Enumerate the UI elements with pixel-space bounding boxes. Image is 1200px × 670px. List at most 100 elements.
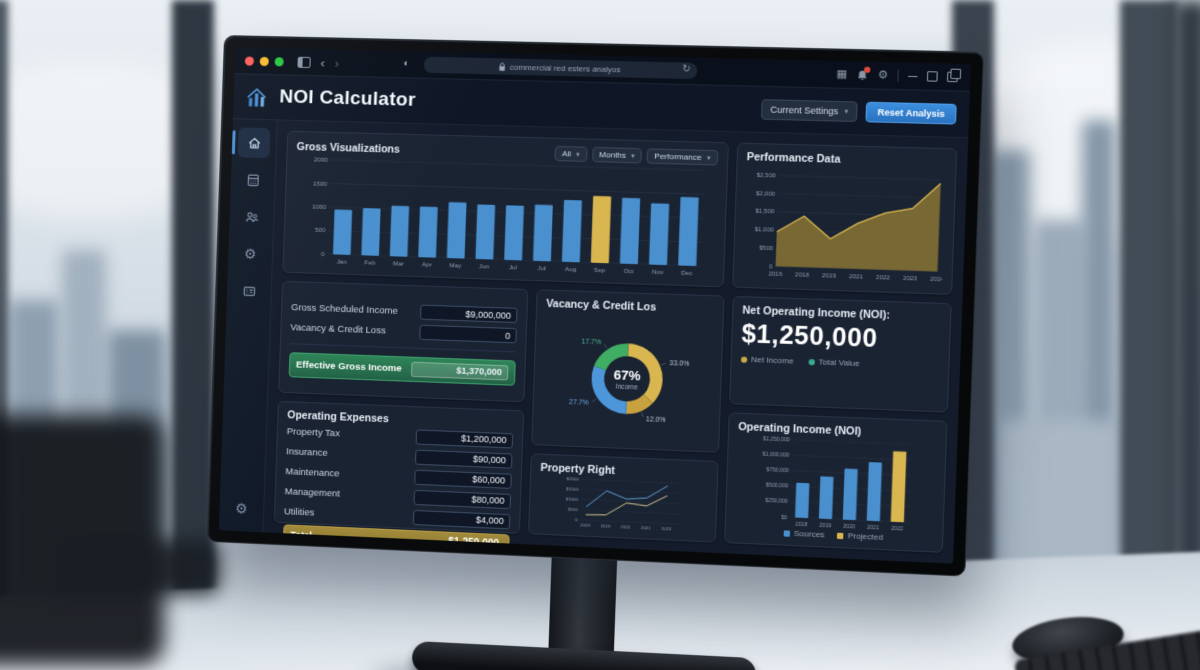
url-bar[interactable]: commercial red esters analyos ↻ — [423, 56, 698, 80]
svg-text:Aug: Aug — [565, 266, 577, 274]
svg-text:Dec: Dec — [681, 270, 693, 278]
insurance-input[interactable]: $90,000 — [414, 449, 513, 469]
field-label: Management — [284, 485, 341, 500]
svg-text:May: May — [449, 263, 462, 271]
svg-text:Jun: Jun — [479, 264, 490, 271]
settings-dropdown-button[interactable]: Current Settings ▾ — [760, 99, 859, 123]
svg-text:Nov: Nov — [652, 269, 665, 277]
svg-text:2021: 2021 — [621, 524, 632, 530]
gross-scheduled-income-input[interactable]: $9,000,000 — [419, 304, 518, 324]
extensions-grid-icon[interactable]: ▦ — [836, 67, 848, 81]
svg-text:2020: 2020 — [843, 524, 855, 531]
divider — [289, 342, 516, 352]
reset-analysis-button[interactable]: Reset Analysis — [865, 101, 957, 125]
field-label: Property Tax — [286, 425, 340, 439]
effective-gross-income-value: $1,370,000 — [410, 361, 509, 380]
forward-icon[interactable]: › — [334, 55, 340, 71]
svg-text:2023: 2023 — [661, 526, 672, 532]
vacancy-credit-loss-input[interactable]: 0 — [419, 324, 517, 344]
svg-text:$250,000: $250,000 — [765, 498, 788, 505]
lock-icon — [498, 62, 505, 71]
svg-text:Apr: Apr — [422, 262, 432, 269]
monthly-bar-chart: 0 500 1000 1500 2000 Jan Feb Mar Apr May Jun Jul Jul… — [312, 156, 718, 278]
svg-text:$1,500: $1,500 — [755, 209, 775, 216]
legend-label: Projected — [847, 531, 884, 542]
shield-icon[interactable]: ◐ — [403, 58, 410, 70]
field-label: Insurance — [285, 445, 328, 459]
expenses-total-row: Total $1,250,000 — [282, 524, 510, 556]
reload-icon[interactable]: ↻ — [682, 63, 692, 75]
legend-label: Net Income — [750, 354, 794, 366]
field-label: Maintenance — [285, 465, 340, 480]
field-label: Vacancy & Credit Loss — [290, 322, 386, 337]
svg-text:2019: 2019 — [580, 523, 591, 529]
svg-text:12.0%: 12.0% — [646, 416, 666, 424]
svg-text:2022: 2022 — [875, 275, 890, 282]
svg-text:Jul: Jul — [509, 265, 517, 272]
monitor-screen: ‹ › ◐ commercial red esters analyos ↻ ▦ — [218, 47, 971, 564]
zoom-window-button[interactable] — [274, 56, 284, 66]
svg-text:$500,000: $500,000 — [765, 483, 788, 490]
legend-item: Projected — [837, 531, 883, 542]
effective-gross-income-row: Effective Gross Income $1,370,000 — [288, 351, 516, 386]
header-actions: Current Settings ▾ Reset Analysis — [760, 99, 970, 125]
sidebar-item-accounts[interactable] — [235, 201, 268, 232]
svg-text:2024: 2024 — [930, 277, 945, 284]
minimize-window-button[interactable] — [259, 56, 269, 66]
svg-text:2021: 2021 — [867, 525, 879, 532]
svg-text:27.7%: 27.7% — [569, 399, 589, 407]
svg-text:$1,000,000: $1,000,000 — [762, 452, 789, 459]
sidebar-item-home[interactable] — [237, 127, 271, 159]
restore-icon[interactable] — [926, 71, 938, 82]
calculator-icon — [247, 174, 259, 186]
card-list-icon — [243, 286, 255, 296]
legend-dot — [808, 358, 815, 365]
svg-text:$2000: $2000 — [566, 476, 579, 482]
expenses-total-value: $1,250,000 — [448, 536, 500, 551]
bottom-row: Gross Scheduled Income $9,000,000 Vacanc… — [273, 280, 952, 556]
filter-dropdown-months[interactable]: Months ▾ — [591, 146, 643, 164]
svg-text:$750,000: $750,000 — [766, 467, 789, 474]
sidebar-item-preferences[interactable]: ⚙ — [225, 493, 258, 524]
legend-swatch — [783, 529, 790, 537]
tabs-overview-icon[interactable] — [946, 71, 958, 83]
svg-text:2000: 2000 — [314, 156, 329, 163]
svg-text:Oct: Oct — [623, 268, 634, 275]
svg-text:$1,000: $1,000 — [754, 227, 774, 234]
filter-dropdown-all[interactable]: All ▾ — [554, 145, 588, 162]
yearly-noi-bar-chart: $0 $250,000 $500,000 $750,000 $1,000,000 $1,2… — [762, 436, 936, 533]
back-icon[interactable]: ‹ — [320, 54, 326, 70]
svg-text:Sep: Sep — [594, 267, 606, 275]
divider — [897, 69, 899, 82]
field-label: Gross Scheduled Income — [290, 302, 398, 317]
management-input[interactable]: $80,000 — [413, 489, 511, 509]
sidebar-item-calculator[interactable] — [236, 164, 269, 195]
chevron-down-icon: ▾ — [706, 154, 711, 162]
minimize-icon[interactable] — [908, 75, 918, 77]
svg-text:1500: 1500 — [313, 180, 328, 187]
notifications-bell-icon[interactable] — [857, 66, 871, 81]
results-column: Net Operating Income (NOI): $1,250,000 N… — [723, 295, 952, 553]
sidebar-item-settings[interactable]: ⚙ — [234, 238, 267, 269]
maintenance-input[interactable]: $60,000 — [414, 469, 512, 489]
svg-text:2021: 2021 — [848, 274, 863, 281]
settings-gear-icon[interactable]: ⚙ — [877, 68, 889, 82]
svg-text:0: 0 — [769, 264, 773, 270]
sidebar-item-reports[interactable] — [233, 275, 266, 306]
gross-visualizations-panel: Gross Visualizations All ▾ Months ▾ Perfor… — [282, 130, 729, 288]
sidebar-toggle-icon[interactable] — [297, 56, 311, 68]
svg-text:0: 0 — [575, 517, 578, 522]
svg-text:0: 0 — [321, 251, 325, 258]
svg-text:$0: $0 — [781, 514, 787, 520]
income-donut-chart: 33.0% 12.0% 27.7% 17.7% 67%Income — [569, 310, 689, 444]
filter-label: Performance — [654, 151, 702, 163]
gear-icon: ⚙ — [234, 499, 248, 517]
form-row: Vacancy & Credit Loss 0 — [290, 320, 517, 344]
svg-text:2022: 2022 — [891, 526, 903, 533]
utilities-input[interactable]: $4,000 — [412, 509, 511, 529]
property-tax-input[interactable]: $1,200,000 — [415, 428, 514, 448]
filter-label: All — [561, 149, 572, 159]
close-window-button[interactable] — [244, 56, 255, 66]
